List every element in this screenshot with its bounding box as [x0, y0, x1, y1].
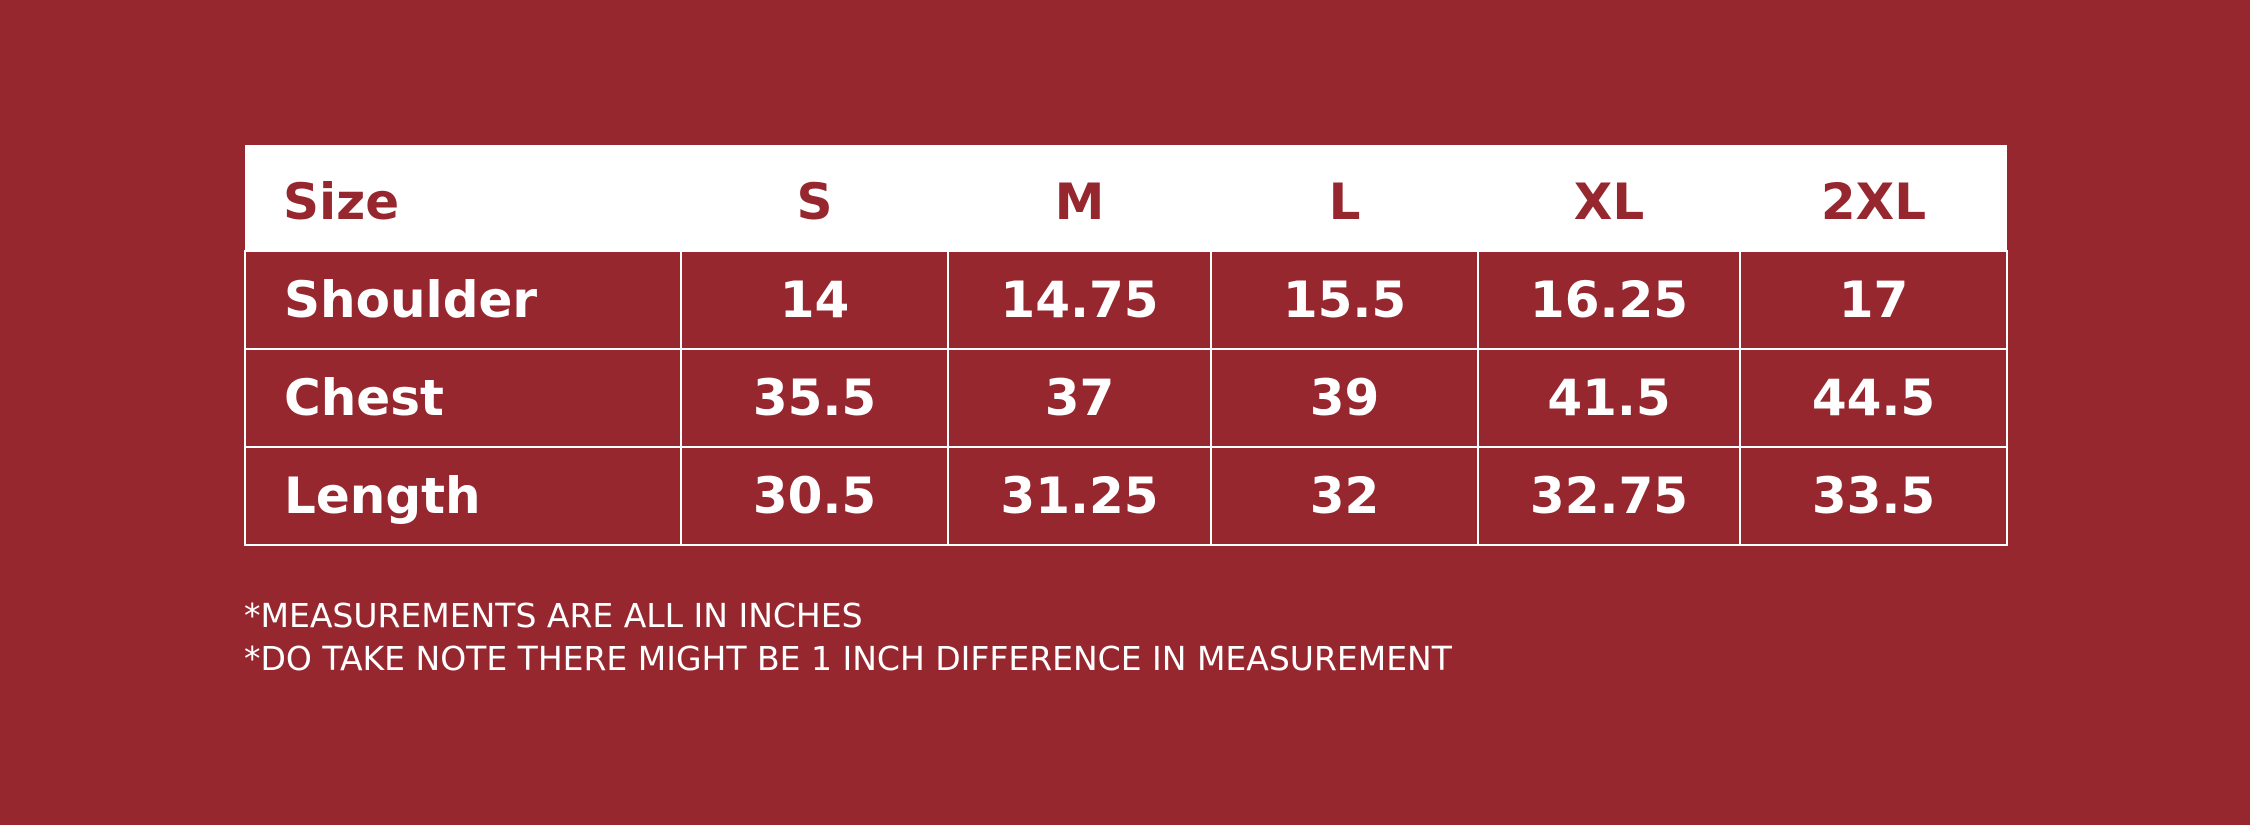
table-cell: 16.25	[1477, 250, 1741, 350]
table-cell: 32	[1210, 446, 1479, 546]
table-cell: 31.25	[947, 446, 1212, 546]
header-cell: S	[681, 145, 948, 251]
table-cell: 37	[947, 348, 1212, 448]
table-cell: 44.5	[1739, 348, 2008, 448]
note-line: *MEASUREMENTS ARE ALL IN INCHES	[244, 596, 863, 635]
table-cell: 41.5	[1477, 348, 1741, 448]
note-line: *DO TAKE NOTE THERE MIGHT BE 1 INCH DIFF…	[244, 639, 1452, 678]
header-row: Size S M L XL 2XL	[245, 145, 2007, 251]
table-cell: 39	[1210, 348, 1479, 448]
header-cell: M	[948, 145, 1211, 251]
table-row: Shoulder 14 14.75 15.5 16.25 17	[244, 250, 2008, 350]
table-cell: 14.75	[947, 250, 1212, 350]
table-cell: 30.5	[680, 446, 949, 546]
row-label: Length	[244, 446, 682, 546]
table-cell: 17	[1739, 250, 2008, 350]
table-cell: 32.75	[1477, 446, 1741, 546]
header-cell: XL	[1478, 145, 1740, 251]
table-row: Length 30.5 31.25 32 32.75 33.5	[244, 446, 2008, 546]
table-cell: 15.5	[1210, 250, 1479, 350]
table-body: Shoulder 14 14.75 15.5 16.25 17 Chest 35.5 37 39 4…	[244, 250, 2008, 546]
table-cell: 35.5	[680, 348, 949, 448]
notes: *MEASUREMENTS ARE ALL IN INCHES *DO TAKE …	[244, 594, 1452, 680]
header-cell: Size	[245, 145, 681, 251]
table-cell: 33.5	[1739, 446, 2008, 546]
row-label: Shoulder	[244, 250, 682, 350]
size-table: Size S M L XL 2XL Shoulder 14 14.75 15.5 16.25 17 C…	[244, 145, 2008, 546]
table-row: Chest 35.5 37 39 41.5 44.5	[244, 348, 2008, 448]
header-cell: 2XL	[1740, 145, 2007, 251]
row-label: Chest	[244, 348, 682, 448]
header-cell: L	[1211, 145, 1478, 251]
table-cell: 14	[680, 250, 949, 350]
